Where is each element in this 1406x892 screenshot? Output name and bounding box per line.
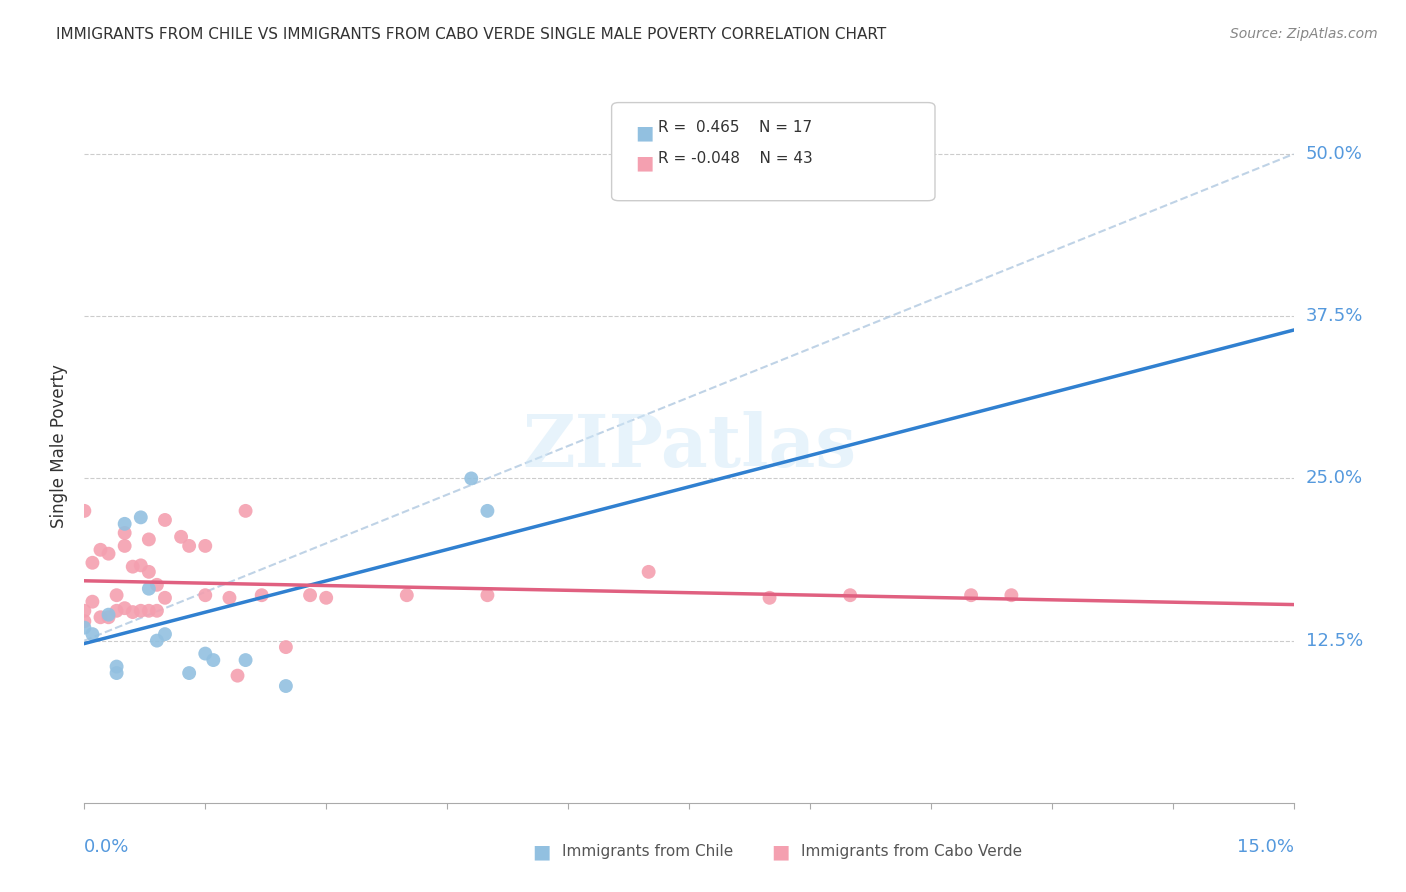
Point (121, 605, 143, 619)
Point (315, 591, 337, 605)
Point (73, 614, 96, 628)
Point (146, 633, 169, 648)
Point (138, 604, 160, 618)
Point (82, 556, 104, 570)
Text: 37.5%: 37.5% (1306, 307, 1362, 326)
Point (839, 588, 862, 602)
Point (73, 621, 96, 635)
Point (460, 471, 482, 485)
Point (129, 558, 152, 573)
Text: 25.0%: 25.0% (1306, 469, 1362, 487)
Point (202, 653, 225, 667)
Point (274, 679, 297, 693)
Point (114, 525, 136, 540)
Text: R =  0.465    N = 17: R = 0.465 N = 17 (658, 120, 813, 136)
Point (97, 610, 120, 624)
Point (89, 542, 111, 557)
Point (105, 659, 128, 673)
Point (960, 588, 983, 602)
Point (129, 510, 152, 524)
Text: ZIPatlas: ZIPatlas (522, 410, 856, 482)
Point (299, 588, 322, 602)
Point (114, 539, 136, 553)
Point (105, 666, 128, 681)
Point (194, 539, 217, 553)
Point (138, 533, 160, 547)
Point (105, 604, 128, 618)
Text: ■: ■ (636, 123, 654, 142)
Point (153, 591, 176, 605)
Point (235, 653, 257, 667)
Point (121, 559, 143, 574)
Point (477, 588, 499, 602)
Text: Source: ZipAtlas.com: Source: ZipAtlas.com (1230, 27, 1378, 41)
Point (114, 516, 136, 531)
Point (179, 539, 201, 553)
Point (235, 504, 257, 518)
Point (73, 504, 96, 518)
Text: Immigrants from Chile: Immigrants from Chile (562, 845, 734, 859)
Text: R = -0.048    N = 43: R = -0.048 N = 43 (658, 151, 813, 166)
Point (250, 588, 273, 602)
Point (395, 588, 418, 602)
Point (105, 588, 128, 602)
Point (226, 668, 249, 682)
Point (194, 588, 217, 602)
Point (138, 582, 160, 596)
Y-axis label: Single Male Poverty: Single Male Poverty (51, 364, 69, 528)
Point (89, 610, 111, 624)
Point (194, 647, 217, 661)
Text: 12.5%: 12.5% (1306, 632, 1362, 649)
Text: ■: ■ (770, 842, 790, 862)
Point (179, 666, 201, 681)
Point (129, 604, 152, 618)
Text: 50.0%: 50.0% (1306, 145, 1362, 163)
Point (274, 640, 297, 654)
Text: IMMIGRANTS FROM CHILE VS IMMIGRANTS FROM CABO VERDE SINGLE MALE POVERTY CORRELAT: IMMIGRANTS FROM CHILE VS IMMIGRANTS FROM… (56, 27, 887, 42)
Point (82, 627, 104, 641)
Point (82, 595, 104, 609)
Point (170, 530, 193, 544)
Point (153, 513, 176, 527)
Point (477, 504, 499, 518)
Point (97, 607, 120, 622)
Point (218, 591, 240, 605)
Point (153, 627, 176, 641)
Point (73, 604, 96, 618)
Text: ■: ■ (636, 153, 654, 172)
Point (1000, 588, 1022, 602)
Point (138, 565, 160, 579)
Text: 0.0%: 0.0% (84, 838, 129, 855)
Point (758, 591, 780, 605)
Point (97, 547, 120, 561)
Point (146, 578, 169, 592)
Point (146, 604, 169, 618)
Point (637, 565, 659, 579)
Text: ■: ■ (531, 842, 551, 862)
Text: Immigrants from Cabo Verde: Immigrants from Cabo Verde (801, 845, 1022, 859)
Point (114, 601, 136, 615)
Text: 15.0%: 15.0% (1236, 838, 1294, 855)
